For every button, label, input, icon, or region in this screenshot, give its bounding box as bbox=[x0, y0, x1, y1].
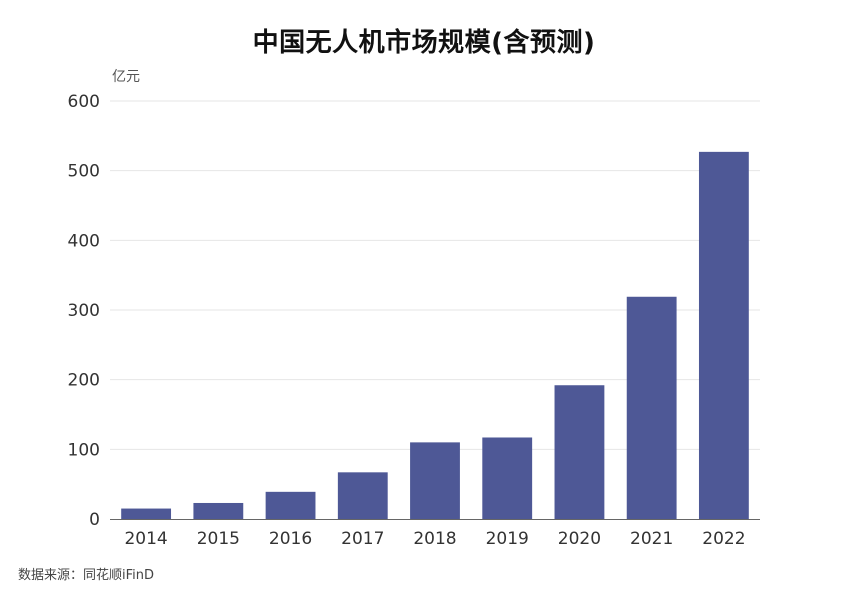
x-tick-label: 2016 bbox=[269, 529, 312, 549]
y-tick-label: 200 bbox=[68, 371, 100, 391]
bar-2016 bbox=[265, 491, 316, 519]
y-axis-unit-label: 亿元 bbox=[112, 69, 140, 85]
y-tick-label: 0 bbox=[89, 510, 100, 530]
bar-2014 bbox=[121, 508, 172, 519]
x-tick-label: 2019 bbox=[486, 529, 529, 549]
x-tick-label: 2018 bbox=[413, 529, 456, 549]
y-axis-ticks: 0 100 200 300 400 500 600 bbox=[68, 92, 100, 530]
y-tick-label: 600 bbox=[68, 92, 100, 112]
x-tick-label: 2021 bbox=[630, 529, 673, 549]
x-tick-label: 2017 bbox=[341, 529, 384, 549]
y-tick-label: 300 bbox=[68, 301, 100, 321]
x-tick-label: 2022 bbox=[702, 529, 745, 549]
bar-2015 bbox=[193, 502, 244, 519]
chart-title: 中国无人机市场规模(含预测) bbox=[252, 28, 596, 58]
bar-2017 bbox=[337, 472, 388, 519]
x-axis-ticks: 2014 2015 2016 2017 2018 2019 2020 2021 2022 bbox=[124, 529, 745, 549]
bar-2021 bbox=[626, 296, 677, 519]
y-tick-label: 100 bbox=[68, 440, 100, 460]
x-tick-label: 2014 bbox=[124, 529, 167, 549]
x-tick-label: 2015 bbox=[197, 529, 240, 549]
bar-2019 bbox=[482, 437, 533, 519]
x-tick-label: 2020 bbox=[558, 529, 601, 549]
bar-2022 bbox=[698, 151, 749, 519]
bar-2020 bbox=[554, 385, 605, 519]
bars bbox=[121, 151, 749, 519]
source-note: 数据来源：同花顺iFinD bbox=[18, 568, 155, 583]
bar-2018 bbox=[410, 442, 460, 519]
y-tick-label: 400 bbox=[68, 231, 100, 251]
y-tick-label: 500 bbox=[68, 162, 100, 182]
